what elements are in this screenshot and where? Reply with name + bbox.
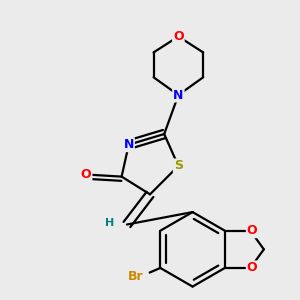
Text: S: S bbox=[174, 160, 183, 172]
Text: O: O bbox=[247, 262, 257, 275]
Text: H: H bbox=[105, 218, 114, 228]
Text: N: N bbox=[124, 138, 134, 151]
Text: O: O bbox=[173, 30, 184, 43]
Text: O: O bbox=[81, 168, 92, 181]
Text: O: O bbox=[247, 224, 257, 237]
Text: N: N bbox=[173, 88, 184, 101]
Text: Br: Br bbox=[128, 270, 143, 283]
